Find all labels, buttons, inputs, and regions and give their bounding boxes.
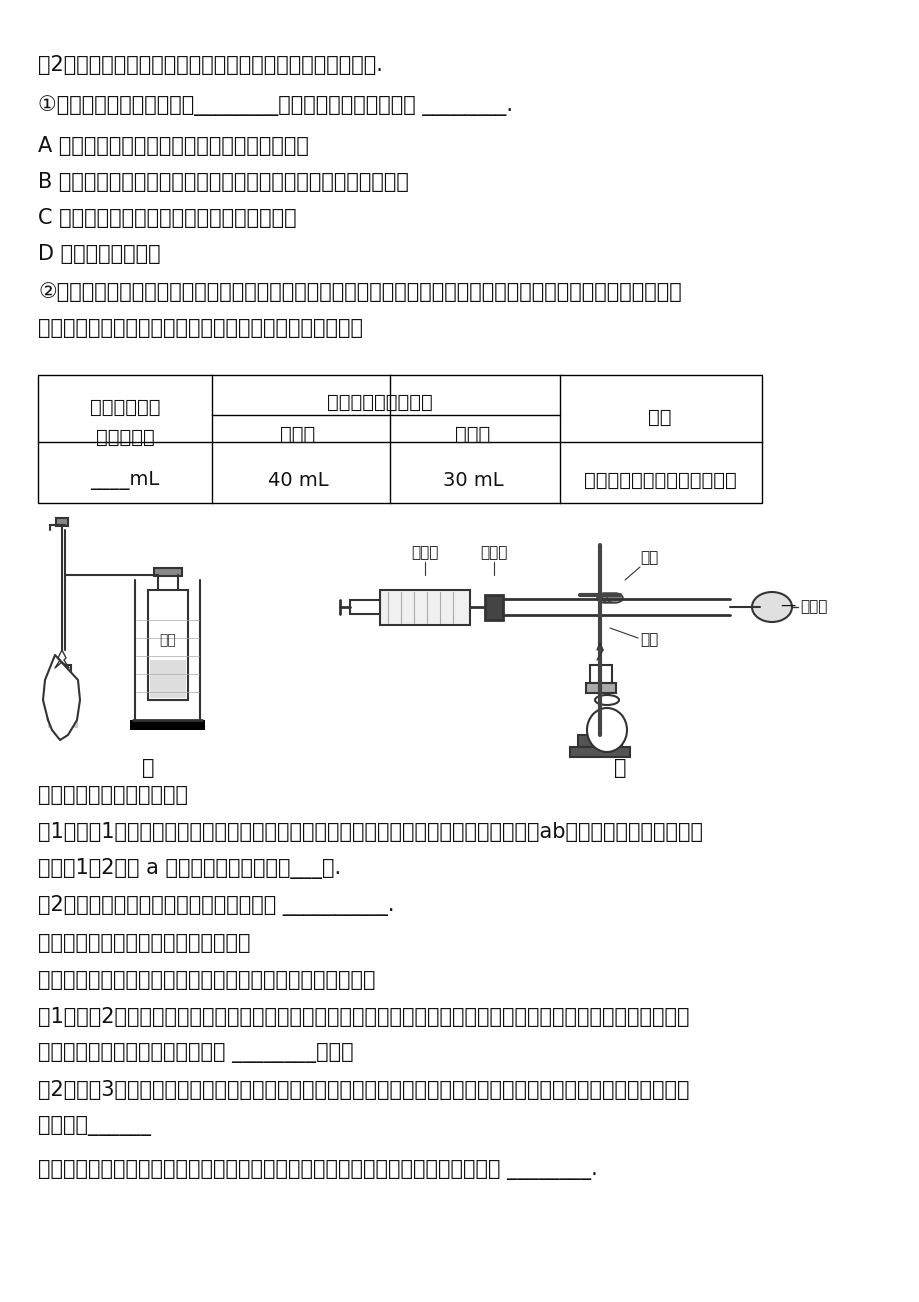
Bar xyxy=(38,375,761,503)
Text: （2）用甲、乙两套装置进行实验（红磷充足、装置不漏气）.: （2）用甲、乙两套装置进行实验（红磷充足、装置不漏气）. xyxy=(38,55,382,76)
Bar xyxy=(50,680,74,687)
Bar xyxy=(150,660,186,698)
Ellipse shape xyxy=(607,592,622,603)
Bar xyxy=(153,568,182,575)
Ellipse shape xyxy=(586,708,627,753)
Text: 注射器中气体的体积: 注射器中气体的体积 xyxy=(327,393,433,411)
Text: 红磷: 红磷 xyxy=(640,549,657,565)
Bar xyxy=(349,600,380,615)
Text: 反应前: 反应前 xyxy=(280,424,315,444)
Text: 瘪气球: 瘪气球 xyxy=(800,599,826,615)
Bar xyxy=(148,590,187,700)
Text: 探究活动二、探究水的组成: 探究活动二、探究水的组成 xyxy=(38,785,187,805)
Text: A 都只能在实验结束后，推测出氮气是无色气体: A 都只能在实验结束后，推测出氮气是无色气体 xyxy=(38,135,309,156)
Text: 红磷: 红磷 xyxy=(160,633,176,647)
Ellipse shape xyxy=(595,695,618,704)
Ellipse shape xyxy=(596,592,612,603)
Bar xyxy=(484,595,503,620)
Text: —: — xyxy=(779,598,794,612)
Text: 甲: 甲 xyxy=(142,758,154,779)
Ellipse shape xyxy=(751,592,791,622)
Bar xyxy=(585,684,616,693)
Bar xyxy=(577,736,621,747)
Text: 弹簧夹: 弹簧夹 xyxy=(480,546,507,560)
Bar xyxy=(589,665,611,684)
Bar xyxy=(570,747,630,756)
Ellipse shape xyxy=(601,592,618,603)
Text: ____mL: ____mL xyxy=(90,471,160,490)
Text: 空气的体积: 空气的体积 xyxy=(96,428,154,447)
Text: 论如下，请分析后将玻璃管中原有的空气体积填入空格内：: 论如下，请分析后将玻璃管中原有的空气体积填入空格内： xyxy=(38,318,363,339)
Text: 乙: 乙 xyxy=(613,758,626,779)
Text: C 乙中窪气球可以防止燃烧放热使橡胶塞弹出: C 乙中窪气球可以防止燃烧放热使橡胶塞弹出 xyxy=(38,208,296,228)
Text: 细沙: 细沙 xyxy=(640,633,657,647)
Text: 结论: 结论 xyxy=(648,408,671,427)
Bar xyxy=(48,710,78,728)
Text: 反应后: 反应后 xyxy=(455,424,490,444)
Text: 探究活动三、探究不同物质的组成元素: 探究活动三、探究不同物质的组成元素 xyxy=(38,934,250,953)
Text: （1）如图2，取少量白砂糖、面粉，分别放在燃烧匙中，在酒精灯上加热，直至完全烧焦，燃烧匙中所剩物质均呈黑: （1）如图2，取少量白砂糖、面粉，分别放在燃烧匙中，在酒精灯上加热，直至完全烧焦… xyxy=(38,1006,688,1027)
Text: B 甲中燃烧匙伸入集气瓶太慢，测得空气中氧气的体积分数将偏大: B 甲中燃烧匙伸入集气瓶太慢，测得空气中氧气的体积分数将偏大 xyxy=(38,172,408,191)
Text: 积比为1：2，则 a 玻璃管连接的是电源的___极.: 积比为1：2，则 a 玻璃管连接的是电源的___极. xyxy=(38,858,341,879)
Text: 为探究不同物质中可能含有相同元素，设计了如下两个实验：: 为探究不同物质中可能含有相同元素，设计了如下两个实验： xyxy=(38,970,375,990)
Polygon shape xyxy=(43,655,80,740)
Text: 40 mL: 40 mL xyxy=(267,471,328,490)
Text: ②利用乙装置进行实验时，先关闭弹簧夹，加热使合力反应，待装置冷却至室温后打开弹簧夹，反应前后各数据及结: ②利用乙装置进行实验时，先关闭弹簧夹，加热使合力反应，待装置冷却至室温后打开弹簧… xyxy=(38,283,681,302)
Text: ①红磷燃烧的文字表达式是________，下列有关分析合理的是 ________.: ①红磷燃烧的文字表达式是________，下列有关分析合理的是 ________… xyxy=(38,95,513,116)
Text: （2）还能说明组成水的元素种类的实验是 __________.: （2）还能说明组成水的元素种类的实验是 __________. xyxy=(38,894,394,917)
Text: 30 mL: 30 mL xyxy=(442,471,503,490)
Bar xyxy=(380,590,470,625)
Text: 氧气约占空气体积的五分之一: 氧气约占空气体积的五分之一 xyxy=(583,471,735,490)
Text: D 乙比甲更节约能源: D 乙比甲更节约能源 xyxy=(38,243,161,264)
Text: 注射器: 注射器 xyxy=(411,546,438,560)
Text: （2）如图3，加热碱式碳酸铜的实验过程中，观察到什么现象时也可说明碱式碳酸铜中含有与白砂糖、面粉相同的某: （2）如图3，加热碱式碳酸铜的实验过程中，观察到什么现象时也可说明碱式碳酸铜中含… xyxy=(38,1079,688,1100)
Text: （1）如图1，是水通电分解的示意图，此实验可以探究水的组成．在实验过程中，观察到ab两玻璃管中产生气体的体: （1）如图1，是水通电分解的示意图，此实验可以探究水的组成．在实验过程中，观察到… xyxy=(38,822,702,842)
Text: 以上实验可以用来推断物质的组成元素，试用微粒的观点分析设计这些实验的依据是 ________.: 以上实验可以用来推断物质的组成元素，试用微粒的观点分析设计这些实验的依据是 __… xyxy=(38,1160,597,1180)
Text: 色，由此可知白砂糖、面粉中都有 ________元素；: 色，由此可知白砂糖、面粉中都有 ________元素； xyxy=(38,1043,353,1062)
Text: 玻璃管中原有: 玻璃管中原有 xyxy=(90,398,160,417)
Bar xyxy=(56,518,68,526)
Bar xyxy=(53,665,71,680)
Bar xyxy=(130,720,205,730)
Text: 种元素？______: 种元素？______ xyxy=(38,1116,151,1137)
